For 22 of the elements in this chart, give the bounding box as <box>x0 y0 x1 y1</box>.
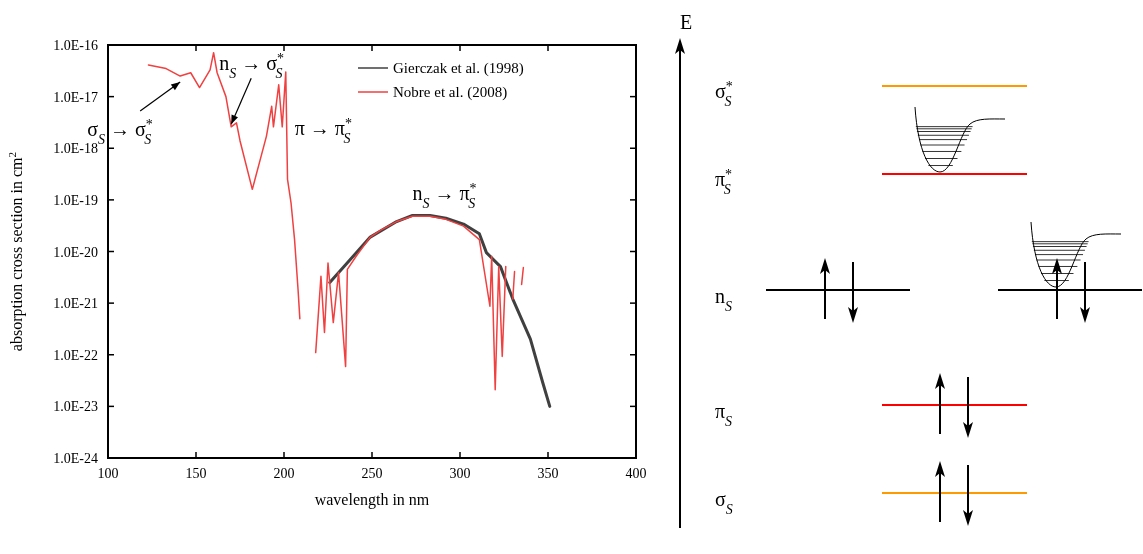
y-tick-label: 1.0E-23 <box>53 399 98 415</box>
y-tick-label: 1.0E-24 <box>53 451 98 466</box>
y-tick-label: 1.0E-17 <box>53 89 98 105</box>
x-tick-label: 100 <box>97 466 119 481</box>
y-tick-label: 1.0E-21 <box>53 296 98 312</box>
y-tick-label: 1.0E-22 <box>53 347 98 363</box>
x-tick-label: 350 <box>537 466 559 481</box>
text: n$_{S}$ <box>715 285 732 314</box>
text: σ$_{S}$ <box>715 488 733 517</box>
y-tick-label: 1.0E-16 <box>53 38 98 53</box>
x-axis-title: wavelength in nm <box>314 491 430 509</box>
x-tick-label: 300 <box>449 466 471 481</box>
x-tick-label: 250 <box>361 466 383 481</box>
x-tick-label: 150 <box>185 466 207 481</box>
legend-label: Gierczak et al. (1998) <box>393 60 524 77</box>
text: π$_{S}$ <box>715 400 733 429</box>
y-tick-label: 1.0E-19 <box>53 192 98 208</box>
x-tick-label: 200 <box>273 466 295 481</box>
y-tick-label: 1.0E-20 <box>53 244 98 260</box>
text: E <box>679 11 693 33</box>
x-tick-label: 400 <box>625 466 647 481</box>
legend-label: Nobre et al. (2008) <box>393 84 508 101</box>
